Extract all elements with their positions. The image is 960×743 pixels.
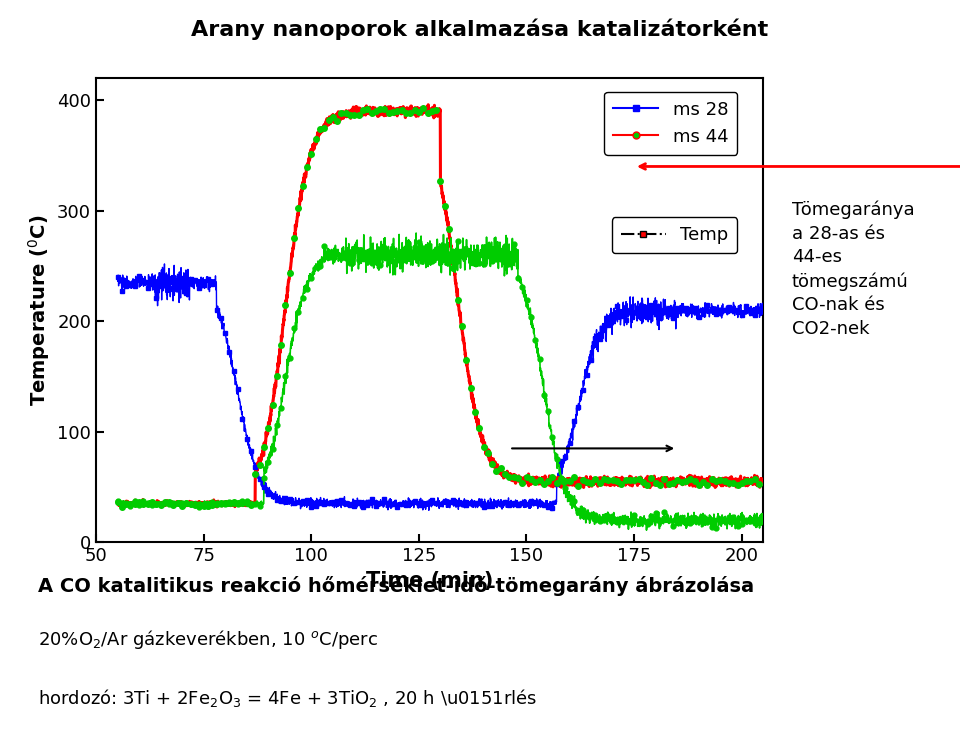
X-axis label: Time (min): Time (min) bbox=[366, 571, 493, 591]
Y-axis label: Temperature ($^{0}$C): Temperature ($^{0}$C) bbox=[26, 215, 52, 406]
Text: A CO katalitikus reakció hőmérséklet-idő-tömegarány ábrázolása: A CO katalitikus reakció hőmérséklet-idő… bbox=[38, 576, 755, 596]
Text: 20%O$_2$/Ar gázkeverékben, 10 $^o$C/perc: 20%O$_2$/Ar gázkeverékben, 10 $^o$C/perc bbox=[38, 628, 378, 651]
Text: Tömegaránya
a 28-as és
44-es
tömegszámú
CO-nak és
CO2-nek: Tömegaránya a 28-as és 44-es tömegszámú … bbox=[792, 201, 915, 338]
Text: Arany nanoporok alkalmazása katalizátorként: Arany nanoporok alkalmazása katalizátork… bbox=[191, 19, 769, 40]
Text: hordozó: 3Ti + 2Fe$_2$O$_3$ = 4Fe + 3TiO$_2$ , 20 h \u0151rlés: hordozó: 3Ti + 2Fe$_2$O$_3$ = 4Fe + 3TiO… bbox=[38, 687, 538, 710]
Legend: Temp: Temp bbox=[612, 217, 737, 253]
